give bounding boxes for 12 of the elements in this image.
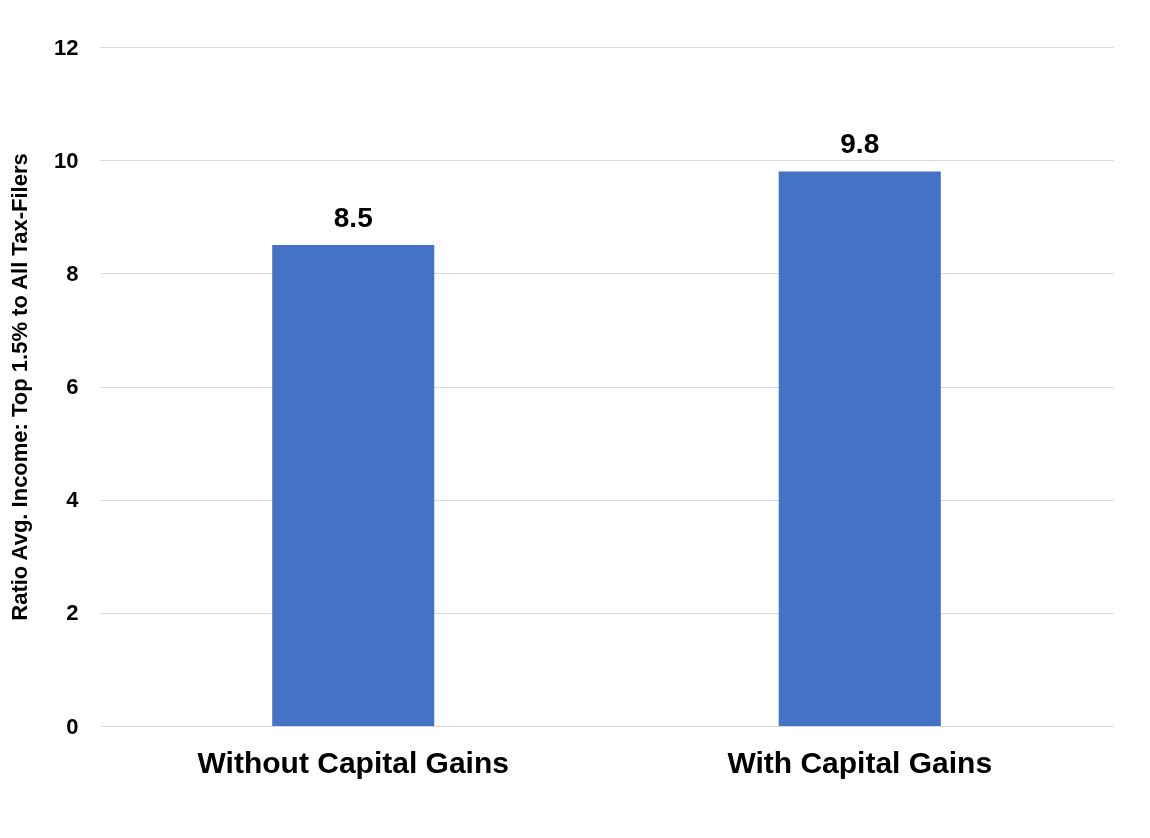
y-tick-label: 10 bbox=[54, 147, 79, 173]
x-tick-label: Without Capital Gains bbox=[197, 745, 509, 779]
y-tick-label: 2 bbox=[66, 600, 79, 626]
y-tick-label: 8 bbox=[66, 260, 79, 286]
data-label: 9.8 bbox=[840, 128, 880, 160]
y-tick-label: 4 bbox=[66, 487, 80, 513]
data-label: 8.5 bbox=[333, 202, 373, 234]
y-tick-label: 6 bbox=[66, 374, 79, 399]
y-tick-label: 0 bbox=[66, 713, 79, 739]
y-tick-label: 12 bbox=[54, 34, 79, 60]
x-tick-label: With Capital Gains bbox=[727, 745, 993, 779]
y-axis-title: Ratio Avg. Income: Top 1.5% to All Tax-Filers bbox=[7, 153, 33, 621]
